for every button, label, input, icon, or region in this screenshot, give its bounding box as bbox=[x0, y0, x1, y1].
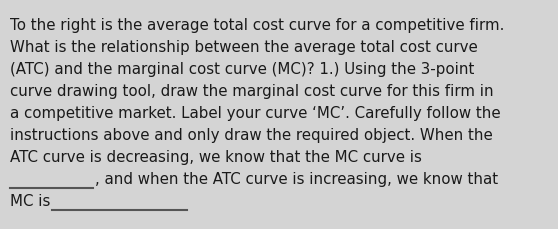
Text: (ATC) and the marginal cost curve (MC)? 1.) Using the 3-point: (ATC) and the marginal cost curve (MC)? … bbox=[10, 62, 474, 77]
Text: instructions above and only draw the required object. When the: instructions above and only draw the req… bbox=[10, 128, 493, 142]
Text: , and when the ATC curve is increasing, we know that: , and when the ATC curve is increasing, … bbox=[95, 171, 498, 186]
Text: a competitive market. Label your curve ‘MC’. Carefully follow the: a competitive market. Label your curve ‘… bbox=[10, 106, 501, 120]
Bar bbox=[0, 169, 558, 193]
Text: MC is: MC is bbox=[10, 193, 50, 208]
Bar bbox=[0, 191, 558, 215]
Text: What is the relationship between the average total cost curve: What is the relationship between the ave… bbox=[10, 40, 478, 55]
Text: To the right is the average total cost curve for a competitive firm.: To the right is the average total cost c… bbox=[10, 18, 504, 33]
Text: ATC curve is decreasing, we know that the MC curve is: ATC curve is decreasing, we know that th… bbox=[10, 149, 422, 164]
Text: , and when the ATC curve is increasing, we know that: , and when the ATC curve is increasing, … bbox=[95, 171, 498, 186]
Text: ___________, and when the ATC curve is increasing, we know that: ___________, and when the ATC curve is i… bbox=[10, 171, 496, 187]
Text: curve drawing tool, draw the marginal cost curve for this firm in: curve drawing tool, draw the marginal co… bbox=[10, 84, 494, 98]
Text: MC is: MC is bbox=[10, 193, 50, 208]
